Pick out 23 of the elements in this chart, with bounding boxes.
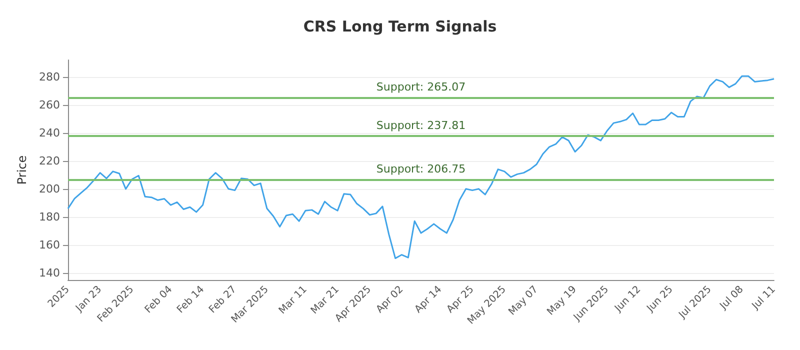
y-tick-label: 160 xyxy=(39,238,60,252)
x-tick-label: Apr 14 xyxy=(412,284,444,316)
y-tick-label: 260 xyxy=(39,98,60,112)
x-tick-label: Apr 02 xyxy=(374,284,406,316)
x-tick-label: Feb 14 xyxy=(175,284,207,316)
chart-title: CRS Long Term Signals xyxy=(303,18,497,36)
y-tick-label: 140 xyxy=(39,266,60,280)
x-tick-label: Feb 04 xyxy=(143,284,175,316)
x-tick-label: Jul 08 xyxy=(718,284,746,312)
line-series xyxy=(67,75,775,260)
y-tick-label: 280 xyxy=(39,70,60,84)
ref-line-label: Support: 237.81 xyxy=(376,118,466,132)
y-tick-label: 240 xyxy=(39,126,60,140)
y-axis-title: Price xyxy=(15,155,30,185)
ref-line-label: Support: 206.75 xyxy=(376,162,466,176)
x-tick-label: Jun 12 xyxy=(612,284,644,315)
ref-line-label: Support: 265.07 xyxy=(376,80,466,94)
x-tick-label: Mar 11 xyxy=(277,284,310,316)
y-tick-label: 180 xyxy=(39,210,60,224)
x-tick-label: Jun 25 xyxy=(644,284,676,315)
y-tick-label: 220 xyxy=(39,154,60,168)
y-tick-label: 200 xyxy=(39,182,60,196)
x-tick-label: Jul 11 xyxy=(750,284,778,312)
